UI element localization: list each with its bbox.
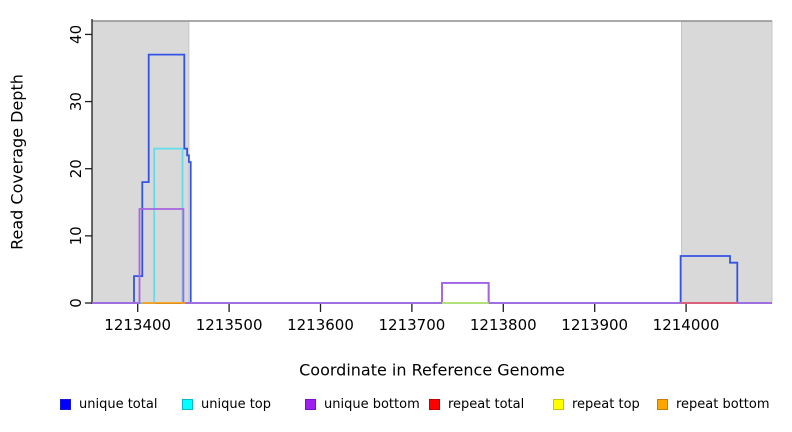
highlight-region: [681, 20, 773, 304]
x-tick-label: 1213600: [287, 316, 354, 334]
legend-swatch-icon: [60, 399, 71, 410]
y-tick-label: 0: [67, 298, 85, 308]
legend-label: repeat bottom: [676, 397, 770, 412]
x-tick-label: 1213700: [378, 316, 445, 334]
y-tick-label: 40: [67, 25, 85, 44]
x-axis-title: Coordinate in Reference Genome: [299, 360, 565, 380]
legend-label: repeat top: [572, 397, 640, 412]
legend-item-repeat-top: repeat top: [553, 397, 640, 412]
legend-swatch-icon: [305, 399, 316, 410]
legend-item-repeat-bottom: repeat bottom: [657, 397, 770, 412]
legend: unique total unique top unique bottom repea…: [0, 394, 792, 420]
series-line-unique-bottom: [92, 208, 772, 304]
legend-label: unique total: [79, 397, 158, 412]
legend-label: unique top: [201, 397, 272, 412]
legend-swatch-icon: [657, 399, 668, 410]
legend-item-repeat-total: repeat total: [429, 397, 524, 412]
series-line-unique-top: [92, 147, 772, 304]
series-line-unique-total: [92, 53, 772, 304]
legend-item-unique-bottom: unique bottom: [305, 397, 420, 412]
x-tick-label: 1214000: [653, 316, 720, 334]
legend-label: repeat total: [448, 397, 525, 412]
legend-swatch-icon: [182, 399, 193, 410]
legend-item-unique-total: unique total: [60, 397, 157, 412]
highlight-region: [91, 20, 190, 304]
y-tick-label: 10: [67, 226, 85, 245]
y-tick-label: 30: [67, 92, 85, 111]
y-axis-title: Read Coverage Depth: [7, 74, 27, 250]
legend-swatch-icon: [429, 399, 440, 410]
x-tick-label: 1213900: [561, 316, 628, 334]
legend-swatch-icon: [553, 399, 564, 410]
y-tick-label: 20: [67, 159, 85, 178]
x-tick-label: 1213400: [104, 316, 171, 334]
legend-item-unique-top: unique top: [182, 397, 271, 412]
x-tick-label: 1213800: [470, 316, 537, 334]
legend-label: unique bottom: [324, 397, 420, 412]
x-tick-label: 1213500: [196, 316, 263, 334]
